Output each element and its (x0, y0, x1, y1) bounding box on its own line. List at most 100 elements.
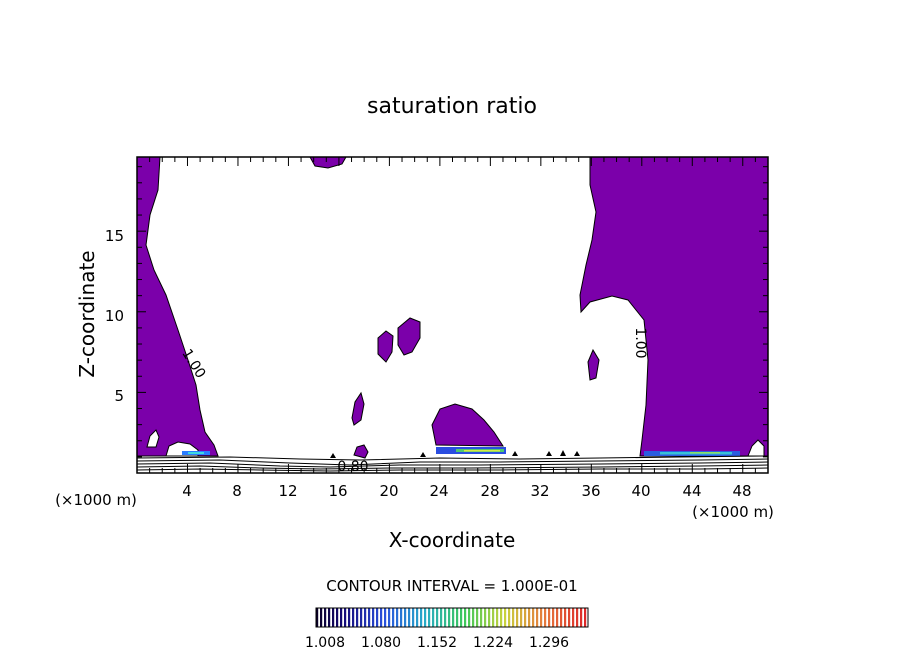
colorbar-swatch (464, 608, 467, 627)
colorbar-swatch (488, 608, 491, 627)
y-tick-label: 15 (105, 227, 124, 245)
x-tick-label: 48 (732, 482, 751, 500)
strip-center-core (464, 450, 500, 452)
dot (512, 451, 518, 456)
colorbar-swatch (564, 608, 567, 627)
colorbar-swatch (400, 608, 403, 627)
contour-line (136, 455, 769, 461)
x-tick-label: 28 (480, 482, 499, 500)
region-blob-2 (397, 317, 421, 356)
colorbar-swatch (572, 608, 575, 627)
colorbar-label: 1.224 (473, 635, 513, 651)
x-tick-label: 32 (530, 482, 549, 500)
y-tick-label: 5 (114, 387, 124, 405)
x-tick-label: 20 (379, 482, 398, 500)
region-blob-4 (587, 348, 600, 381)
colorbar-label: 1.008 (305, 635, 345, 651)
colorbar-swatch (536, 608, 539, 627)
colorbar-swatch (332, 608, 335, 627)
colorbar-swatch (412, 608, 415, 627)
colorbar-swatch (504, 608, 507, 627)
colorbar-swatch (384, 608, 387, 627)
colorbar-swatch (552, 608, 555, 627)
contour-line (136, 458, 769, 466)
x-tick-label: 16 (328, 482, 347, 500)
region-right (579, 156, 769, 457)
surface-dots (330, 450, 580, 458)
colorbar-swatch (576, 608, 579, 627)
colorbar-swatch (496, 608, 499, 627)
colorbar-swatch (376, 608, 379, 627)
colorbar-swatch (416, 608, 419, 627)
contour-interval: CONTOUR INTERVAL = 1.000E-01 (326, 577, 577, 595)
surface-contours (136, 455, 769, 472)
colorbar-swatch (368, 608, 371, 627)
colorbar-swatch (500, 608, 503, 627)
colorbar-swatch (476, 608, 479, 627)
strip-left-core (188, 452, 204, 454)
colorbar-swatch (480, 608, 483, 627)
dot (420, 452, 426, 457)
colorbar-swatch (544, 608, 547, 627)
colorbar-swatch (556, 608, 559, 627)
contour-line (136, 461, 769, 468)
colorbar-swatch (512, 608, 515, 627)
region-blob-5 (353, 444, 369, 459)
colorbar-swatch (408, 608, 411, 627)
dot (330, 453, 336, 458)
colorbar-swatch (580, 608, 583, 627)
colorbar-swatch (528, 608, 531, 627)
colorbar-swatch (404, 608, 407, 627)
colorbar-swatch (448, 608, 451, 627)
colorbar-swatch (344, 608, 347, 627)
contour-label-bottom: 0.80 (337, 459, 368, 475)
region-center-mound (431, 403, 504, 447)
colorbar-swatch (468, 608, 471, 627)
region-left (136, 156, 219, 457)
x-tick-label: 36 (581, 482, 600, 500)
x-tick-label: 12 (278, 482, 297, 500)
colorbar-swatch (456, 608, 459, 627)
supersaturation-strips (182, 447, 740, 456)
saturation-regions (136, 156, 769, 459)
colorbar-label: 1.080 (361, 635, 401, 651)
chart-title: saturation ratio (367, 94, 537, 119)
x-tick-label: 40 (631, 482, 650, 500)
colorbar-swatch (356, 608, 359, 627)
x-tick-label: 24 (429, 482, 448, 500)
colorbar-swatch (436, 608, 439, 627)
colorbar-swatch (460, 608, 463, 627)
axis-ticks (137, 157, 768, 473)
colorbar-swatch (484, 608, 487, 627)
x-tick-label: 4 (182, 482, 192, 500)
x-tick-label: 8 (232, 482, 242, 500)
colorbar-swatch (428, 608, 431, 627)
colorbar-swatch (452, 608, 455, 627)
colorbar-swatch (352, 608, 355, 627)
colorbar-swatch (444, 608, 447, 627)
x-axis-label: X-coordinate (389, 528, 516, 552)
colorbar-swatch (516, 608, 519, 627)
colorbar-swatch (316, 608, 319, 627)
colorbar-swatch (392, 608, 395, 627)
colorbar-swatch (424, 608, 427, 627)
x-tick-labels: 4 8 12 16 20 24 28 32 36 40 44 48 (182, 482, 751, 500)
colorbar-swatch (540, 608, 543, 627)
contour-label-right: 1.00 (632, 327, 648, 358)
dot (574, 451, 580, 456)
colorbar-frame (315, 607, 589, 628)
colorbar-swatch (520, 608, 523, 627)
colorbar-swatch (584, 608, 587, 627)
colorbar-swatch (492, 608, 495, 627)
colorbar-swatch (320, 608, 323, 627)
colorbar-swatch (364, 608, 367, 627)
x-unit-right: (×1000 m) (692, 503, 774, 521)
y-axis-label: Z-coordinate (75, 250, 99, 377)
colorbar-swatch (432, 608, 435, 627)
colorbar-swatch (420, 608, 423, 627)
contour-line (136, 464, 769, 470)
colorbar (316, 608, 587, 627)
colorbar-swatch (380, 608, 383, 627)
dot (546, 451, 552, 456)
